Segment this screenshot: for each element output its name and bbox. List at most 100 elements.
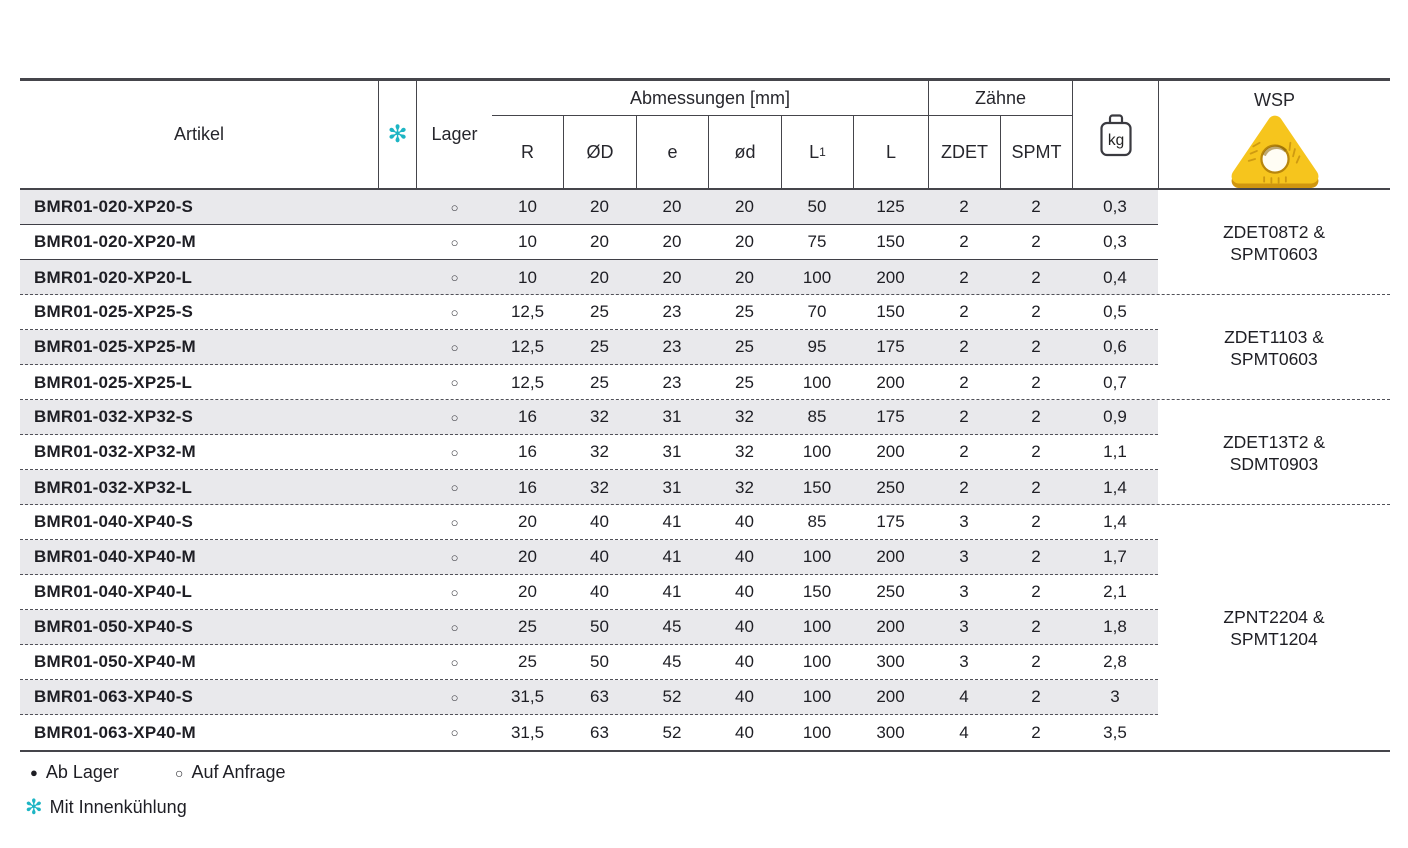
weight-value: 0,3: [1103, 197, 1127, 216]
legend-stock: ● Ab Lager: [30, 762, 119, 783]
wsp-column-overlay: ZDET08T2 & SPMT0603 ZDET1103 & SPMT0603 ZDET…: [1158, 190, 1390, 750]
teeth-spmt-value: 2: [1031, 442, 1041, 461]
dim-l1-value: 100: [802, 267, 832, 287]
article-number: BMR01-025-XP25-L: [34, 372, 193, 392]
table-row: BMR01-040-XP40-L ○ 20 40 41 40 150 250 3…: [20, 575, 1158, 610]
wsp-label-line1: ZPNT2204 &: [1223, 606, 1325, 627]
dim-r-value: 25: [518, 617, 537, 636]
dim-od-value: 32: [590, 442, 609, 461]
teeth-spmt-value: 2: [1031, 652, 1041, 671]
column-header-spmt: SPMT: [1000, 116, 1072, 188]
dim-l1-value: 150: [802, 582, 832, 601]
filled-circle-icon: ●: [30, 765, 38, 780]
dim-label: ØD: [586, 141, 614, 162]
dim-e-value: 45: [662, 617, 682, 636]
column-header-l: L: [853, 116, 928, 188]
teeth-spmt-value: 2: [1031, 547, 1041, 566]
table-row: BMR01-025-XP25-L ○ 12,5 25 23 25 100 200…: [20, 365, 1158, 400]
dim-e-value: 41: [662, 547, 682, 566]
stock-status-icon: ○: [450, 234, 459, 250]
article-number: BMR01-063-XP40-M: [34, 722, 196, 742]
stock-status-icon: ○: [450, 514, 459, 530]
dim-l-value: 175: [876, 407, 905, 426]
dim-l1-value: 100: [802, 617, 832, 636]
legend-on-request-label: Auf Anfrage: [191, 762, 286, 782]
article-number: BMR01-020-XP20-L: [34, 267, 193, 287]
dim-l-value: 200: [876, 267, 905, 287]
weight-value: 1,4: [1103, 512, 1127, 531]
dim-od-value: 25: [590, 302, 609, 321]
dim-l-value: 300: [876, 722, 905, 742]
dim-l1-value: 100: [802, 722, 832, 742]
teeth-zdet-value: 2: [959, 302, 969, 321]
column-header-wsp: WSP: [1158, 81, 1390, 188]
legend-coolant: ✻ Mit Innenkühlung: [25, 797, 187, 818]
dim-l-value: 200: [876, 442, 905, 461]
dim-l-value: 150: [876, 302, 905, 321]
teeth-zdet-value: 2: [959, 197, 969, 216]
wsp-label-line2: SDMT0903: [1229, 453, 1319, 474]
dim-oed-value: 40: [735, 512, 754, 531]
dim-od-value: 20: [590, 232, 609, 251]
column-header-od: ØD: [563, 116, 636, 188]
table-row: BMR01-020-XP20-S ○ 10 20 20 20 50 125 2 …: [20, 190, 1158, 225]
dim-od-value: 50: [590, 652, 609, 671]
dim-l-value: 200: [876, 372, 905, 392]
dim-r-value: 20: [518, 547, 537, 566]
dim-l1-value: 100: [802, 372, 832, 392]
dim-e-value: 41: [662, 512, 682, 531]
dim-l1-value: 150: [802, 477, 832, 497]
teeth-spmt-value: 2: [1031, 302, 1041, 321]
stock-status-icon: ○: [450, 375, 459, 390]
teeth-zdet-value: 2: [959, 372, 969, 392]
wsp-label-line1: ZDET08T2 &: [1222, 221, 1326, 242]
article-number: BMR01-032-XP32-L: [34, 477, 193, 497]
table-row: BMR01-025-XP25-S ○ 12,5 25 23 25 70 150 …: [20, 295, 1158, 330]
article-number: BMR01-040-XP40-L: [34, 582, 193, 601]
dim-e-value: 45: [662, 652, 682, 671]
open-circle-icon: ○: [175, 764, 184, 781]
wsp-title: WSP: [1253, 90, 1295, 110]
dim-l-value: 125: [876, 197, 905, 216]
dim-oed-value: 40: [735, 652, 754, 671]
teeth-zdet-value: 2: [959, 267, 969, 287]
dim-od-value: 63: [590, 687, 609, 706]
dim-oed-value: 40: [735, 547, 754, 566]
dim-r-value: 25: [518, 652, 537, 671]
group-separator: [20, 294, 1390, 295]
dim-od-value: 40: [590, 512, 609, 531]
weight-value: 1,8: [1103, 617, 1127, 636]
wsp-label-line2: SPMT0603: [1230, 348, 1318, 369]
column-header-artikel: Artikel: [173, 124, 224, 144]
article-number: BMR01-040-XP40-M: [34, 547, 196, 566]
dim-r-value: 12,5: [510, 302, 545, 321]
teeth-zdet-value: 3: [959, 617, 969, 636]
dim-oed-value: 40: [735, 722, 754, 742]
dim-l1-value: 50: [807, 197, 827, 216]
stock-status-icon: ○: [450, 725, 459, 740]
teeth-zdet-value: 2: [959, 232, 969, 251]
dim-od-value: 25: [590, 337, 609, 356]
dim-l1-value: 85: [807, 512, 827, 531]
dim-od-value: 40: [590, 547, 609, 566]
dim-r-value: 12,5: [510, 337, 545, 356]
dim-l-value: 150: [876, 232, 905, 251]
teeth-spmt-value: 2: [1031, 337, 1041, 356]
dim-e-value: 31: [662, 407, 682, 426]
article-number: BMR01-050-XP40-S: [34, 617, 194, 636]
dim-od-value: 32: [590, 407, 609, 426]
table-row: BMR01-040-XP40-M ○ 20 40 41 40 100 200 3…: [20, 540, 1158, 575]
teeth-zdet-value: 2: [959, 442, 969, 461]
stock-status-icon: ○: [450, 304, 459, 320]
dim-od-value: 50: [590, 617, 609, 636]
dim-e-value: 20: [662, 267, 682, 287]
wsp-label-line1: ZDET13T2 &: [1222, 431, 1326, 452]
table-body: ZDET08T2 & SPMT0603 ZDET1103 & SPMT0603 ZDET…: [20, 190, 1390, 752]
dim-e-value: 23: [662, 302, 682, 321]
dim-r-value: 31,5: [510, 722, 545, 742]
dim-oed-value: 40: [735, 687, 754, 706]
stock-status-icon: ○: [450, 619, 459, 635]
wsp-label-line2: SPMT1204: [1230, 628, 1318, 649]
dim-oed-value: 32: [735, 477, 754, 497]
weight-value: 0,6: [1103, 337, 1127, 356]
